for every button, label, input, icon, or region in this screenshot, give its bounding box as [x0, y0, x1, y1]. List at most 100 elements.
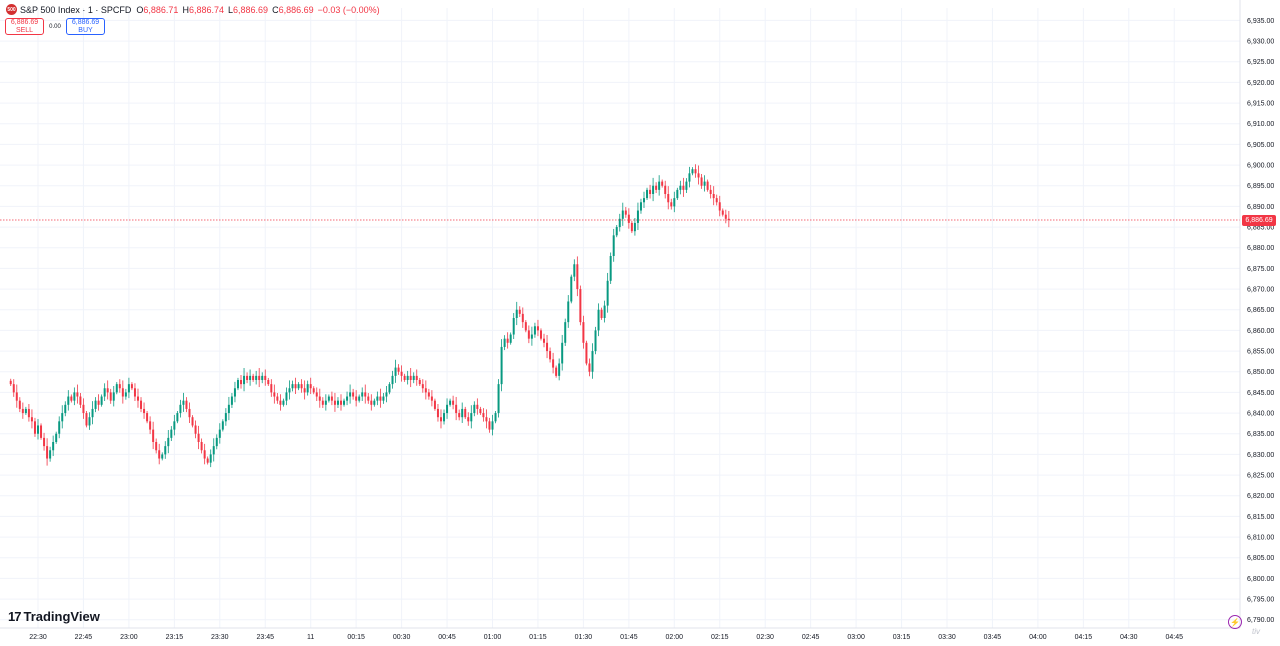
- tradingview-logo[interactable]: 17 TradingView: [8, 609, 100, 624]
- candle-body: [164, 446, 167, 455]
- candle-body: [82, 404, 85, 414]
- candle-body: [636, 210, 639, 223]
- candle-body: [349, 392, 352, 397]
- candle-body: [288, 388, 291, 393]
- candle-body: [518, 309, 521, 314]
- candle-body: [609, 256, 612, 281]
- candle-body: [539, 330, 542, 339]
- candle-body: [361, 392, 364, 397]
- y-tick-label: 6,850.00: [1247, 369, 1274, 376]
- high-label: H: [182, 4, 189, 15]
- candle-body: [30, 417, 33, 422]
- candle-body: [379, 396, 382, 401]
- candle-body: [149, 421, 152, 430]
- symbol-legend[interactable]: 500 S&P 500 Index · 1 · SPCFD O 6,886.71…: [6, 4, 384, 15]
- candle-body: [85, 413, 88, 426]
- candle-body: [706, 181, 709, 190]
- candle-body: [412, 375, 415, 380]
- candle-body: [106, 388, 109, 393]
- candle-body: [340, 400, 342, 405]
- candle-body: [240, 380, 243, 385]
- candle-body: [352, 392, 355, 397]
- candle-body: [221, 421, 224, 430]
- candle-body: [43, 437, 46, 447]
- candle-body: [436, 408, 439, 418]
- candle-body: [421, 384, 424, 389]
- candle-body: [512, 318, 515, 335]
- candle-body: [633, 222, 636, 232]
- candle-body: [418, 380, 421, 385]
- candle-body: [433, 400, 436, 409]
- y-tick-label: 6,835.00: [1247, 431, 1274, 438]
- candle-body: [561, 342, 564, 364]
- candle-body: [482, 413, 485, 418]
- candle-body: [40, 425, 43, 438]
- candle-body: [249, 375, 252, 380]
- candle-body: [158, 450, 161, 459]
- candle-body: [721, 210, 724, 215]
- candle-body: [203, 450, 206, 459]
- candle-body: [27, 408, 30, 418]
- candle-body: [521, 313, 524, 323]
- buy-button[interactable]: 6,886.69 BUY: [66, 18, 105, 35]
- candle-body: [703, 181, 706, 186]
- candle-body: [430, 396, 433, 401]
- tradingview-logo-icon: 17: [8, 609, 22, 624]
- candle-body: [694, 169, 697, 174]
- candle-body: [688, 173, 691, 182]
- last-price-tag: 6,886.69: [1242, 215, 1276, 226]
- y-tick-label: 6,920.00: [1247, 80, 1274, 87]
- candle-body: [549, 351, 552, 360]
- high-value: 6,886.74: [188, 4, 224, 15]
- sell-button[interactable]: 6,886.69 SELL: [5, 18, 44, 35]
- brand-name: TradingView: [23, 609, 100, 624]
- candle-body: [170, 429, 173, 438]
- candle-body: [173, 421, 176, 430]
- candle-body: [291, 384, 294, 389]
- lightning-icon[interactable]: ⚡: [1228, 615, 1242, 629]
- candle-body: [567, 301, 570, 323]
- candle-body: [64, 404, 67, 414]
- candle-body: [121, 388, 124, 397]
- x-tick-label: 03:30: [938, 634, 956, 641]
- candle-body: [594, 330, 597, 352]
- candle-body: [161, 454, 164, 459]
- candle-body: [506, 338, 509, 343]
- candle-body: [591, 351, 594, 372]
- candle-body: [252, 375, 255, 380]
- y-tick-label: 6,860.00: [1247, 328, 1274, 335]
- candle-body: [397, 367, 400, 372]
- candle-body: [176, 413, 179, 422]
- close-label: C: [272, 4, 279, 15]
- candle-body: [585, 342, 588, 364]
- candle-body: [37, 425, 39, 434]
- candle-body: [579, 289, 582, 323]
- candle-body: [233, 388, 236, 397]
- y-tick-label: 6,905.00: [1247, 142, 1274, 149]
- candle-body: [682, 185, 685, 190]
- candle-body: [67, 396, 70, 405]
- symbol-badge-icon: 500: [6, 4, 17, 15]
- candle-body: [146, 413, 149, 422]
- candle-body: [655, 185, 658, 190]
- symbol-title[interactable]: S&P 500 Index · 1 · SPCFD: [20, 4, 132, 15]
- y-tick-label: 6,805.00: [1247, 555, 1274, 562]
- candle-body: [327, 396, 330, 401]
- candle-body: [467, 417, 470, 422]
- candle-body: [618, 218, 621, 228]
- price-axis[interactable]: 6,935.00 6,930.00 6,925.00 6,920.00 6,915.00…: [1239, 0, 1274, 628]
- candle-body: [115, 384, 118, 393]
- candle-body: [461, 408, 464, 418]
- x-tick-label: 02:15: [711, 634, 729, 641]
- candle-body: [394, 367, 397, 376]
- candle-body: [24, 408, 27, 414]
- candle-body: [479, 408, 482, 414]
- candle-body: [643, 198, 645, 203]
- y-tick-label: 6,890.00: [1247, 204, 1274, 211]
- time-axis[interactable]: 22:30 22:45 23:00 23:15 23:30 23:45 11 00:15 00:…: [0, 627, 1240, 641]
- candle-body: [103, 388, 106, 397]
- candle-body: [76, 392, 79, 397]
- candle-body: [485, 417, 488, 422]
- sell-label: SELL: [15, 26, 34, 34]
